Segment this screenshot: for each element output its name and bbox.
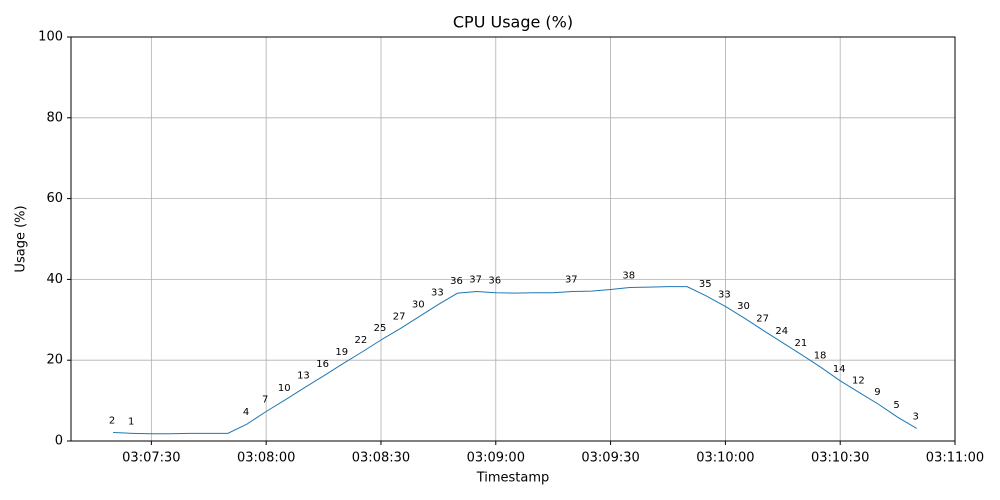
value-label: 2: [109, 416, 115, 427]
value-label: 18: [814, 350, 827, 361]
x-tick-label: 03:08:00: [237, 451, 295, 466]
value-label: 36: [488, 276, 501, 287]
value-label: 25: [374, 323, 387, 334]
x-tick-label: 03:09:30: [581, 451, 639, 466]
value-label: 5: [893, 400, 899, 411]
x-tick-label: 03:10:00: [696, 451, 754, 466]
value-label: 37: [565, 275, 578, 286]
value-label: 33: [431, 287, 444, 298]
value-label: 38: [622, 270, 635, 281]
value-label: 30: [737, 301, 750, 312]
value-label: 13: [297, 371, 310, 382]
value-label: 33: [718, 289, 731, 300]
value-label: 21: [795, 338, 808, 349]
y-axis-label: Usage (%): [14, 205, 29, 272]
x-tick-label: 03:11:00: [926, 451, 984, 466]
value-label: 36: [450, 276, 463, 287]
x-tick-label: 03:07:30: [122, 451, 180, 466]
value-label: 7: [262, 395, 268, 406]
value-label: 35: [699, 279, 712, 290]
value-label: 10: [278, 383, 291, 394]
x-tick-label: 03:10:30: [811, 451, 869, 466]
chart-title: CPU Usage (%): [453, 13, 573, 32]
series-line: [113, 286, 917, 435]
x-tick-label: 03:09:00: [467, 451, 525, 466]
y-tick-label: 40: [46, 272, 63, 287]
value-label: 19: [335, 347, 348, 358]
value-label: 9: [874, 387, 880, 398]
y-tick-label: 20: [46, 353, 63, 368]
y-tick-label: 60: [46, 191, 63, 206]
value-label: 27: [756, 314, 769, 325]
value-label: 3: [913, 411, 919, 422]
value-label: 37: [469, 275, 482, 286]
value-label: 30: [412, 300, 425, 311]
value-label: 14: [833, 364, 846, 375]
x-tick-label: 03:08:30: [352, 451, 410, 466]
value-label: 1: [128, 416, 134, 427]
y-tick-label: 80: [46, 110, 63, 125]
value-label: 24: [775, 326, 788, 337]
plot-frame: [70, 36, 956, 442]
y-tick-label: 100: [38, 30, 63, 45]
value-label: 12: [852, 376, 865, 387]
value-label: 16: [316, 359, 329, 370]
x-axis-label: Timestamp: [476, 471, 550, 486]
value-label: 4: [243, 407, 249, 418]
value-label: 27: [393, 312, 406, 323]
y-tick-label: 0: [55, 434, 63, 449]
value-label: 22: [354, 335, 367, 346]
